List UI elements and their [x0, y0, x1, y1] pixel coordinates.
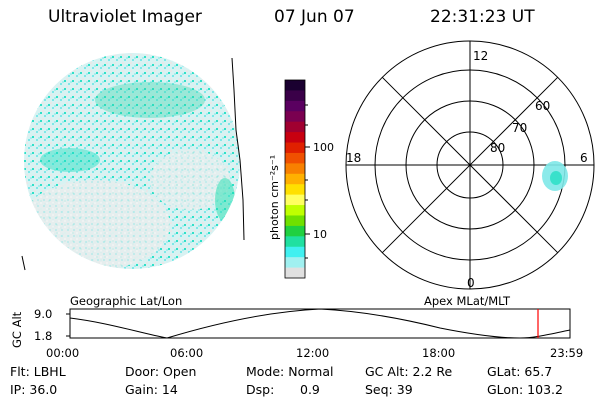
gc-alt-info: GC Alt: 2.2 Re: [365, 364, 453, 379]
gain-info: Gain: 14: [125, 382, 178, 397]
timeline-x-tick-2359: 23:59: [550, 346, 583, 360]
color-bar-segment: [285, 121, 305, 133]
color-bar-segment: [285, 215, 305, 227]
color-bar-segment: [285, 132, 305, 144]
color-bar-segment: [285, 225, 305, 237]
mode-info: Mode: Normal: [246, 364, 334, 379]
filter-info: Flt: LBHL: [10, 364, 66, 379]
seq-info: Seq: 39: [365, 382, 413, 397]
color-bar-segment: [285, 173, 305, 185]
observation-date: 07 Jun 07: [274, 7, 355, 27]
color-bar-segment: [285, 111, 305, 123]
timeline-x-tick-1200: 12:00: [296, 346, 329, 360]
color-bar-segment: [285, 257, 305, 269]
ip-info: IP: 36.0: [10, 382, 58, 397]
glon-info: GLon: 103.2: [487, 382, 563, 397]
timeline-y-tick-1_8: 1.8: [34, 329, 52, 343]
color-bar-segment: [285, 90, 305, 102]
color-bar-segment: [285, 205, 305, 216]
orbit-altitude-curve: [69, 308, 571, 339]
mlt-label-18: 18: [346, 151, 361, 165]
color-bar-segment: [285, 152, 305, 164]
color-bar-segment: [285, 163, 305, 175]
mlt-label-12: 12: [473, 49, 488, 63]
colorbar-label-10: 10: [313, 228, 327, 241]
terminator-line-lower: [21, 255, 26, 271]
colorbar-label-100: 100: [313, 141, 334, 154]
timeline-right-label: Apex MLat/MLT: [424, 294, 511, 308]
timeline-left-label: Geographic Lat/Lon: [70, 294, 182, 308]
mlt-label-0: 0: [467, 276, 475, 290]
observation-time: 22:31:23 UT: [430, 7, 535, 27]
color-bar-segment: [285, 246, 305, 258]
lat-label-80: 80: [490, 141, 505, 155]
timeline-x-tick-0600: 06:00: [170, 346, 203, 360]
dsp-value: 0.9: [300, 382, 320, 397]
color-bar-segment: [285, 194, 305, 206]
color-bar: [285, 80, 305, 279]
timeline-x-tick-0000: 00:00: [46, 346, 79, 360]
app-title: Ultraviolet Imager: [48, 7, 202, 27]
color-bar-segment: [285, 100, 305, 112]
timeline-y-axis-label: GC Alt: [10, 311, 24, 348]
door-info: Door: Open: [125, 364, 197, 379]
lat-label-70: 70: [512, 121, 527, 135]
earth-disk-image: [24, 53, 240, 269]
glat-info: GLat: 65.7: [487, 364, 553, 379]
timeline-y-tick-9: 9.0: [34, 307, 52, 321]
color-bar-segment: [285, 80, 305, 91]
terminator-line: [231, 57, 245, 241]
color-bar-segment: [285, 267, 305, 279]
colorbar-unit-label: photon cm⁻²s⁻¹: [268, 155, 281, 240]
color-bar-segment: [285, 236, 305, 248]
color-bar-segment: [285, 142, 305, 154]
dsp-label: Dsp:: [246, 382, 275, 397]
timeline-x-tick-1800: 18:00: [422, 346, 455, 360]
color-bar-segment: [285, 184, 305, 196]
mlt-label-6: 6: [580, 151, 588, 165]
lat-label-60: 60: [535, 99, 550, 113]
